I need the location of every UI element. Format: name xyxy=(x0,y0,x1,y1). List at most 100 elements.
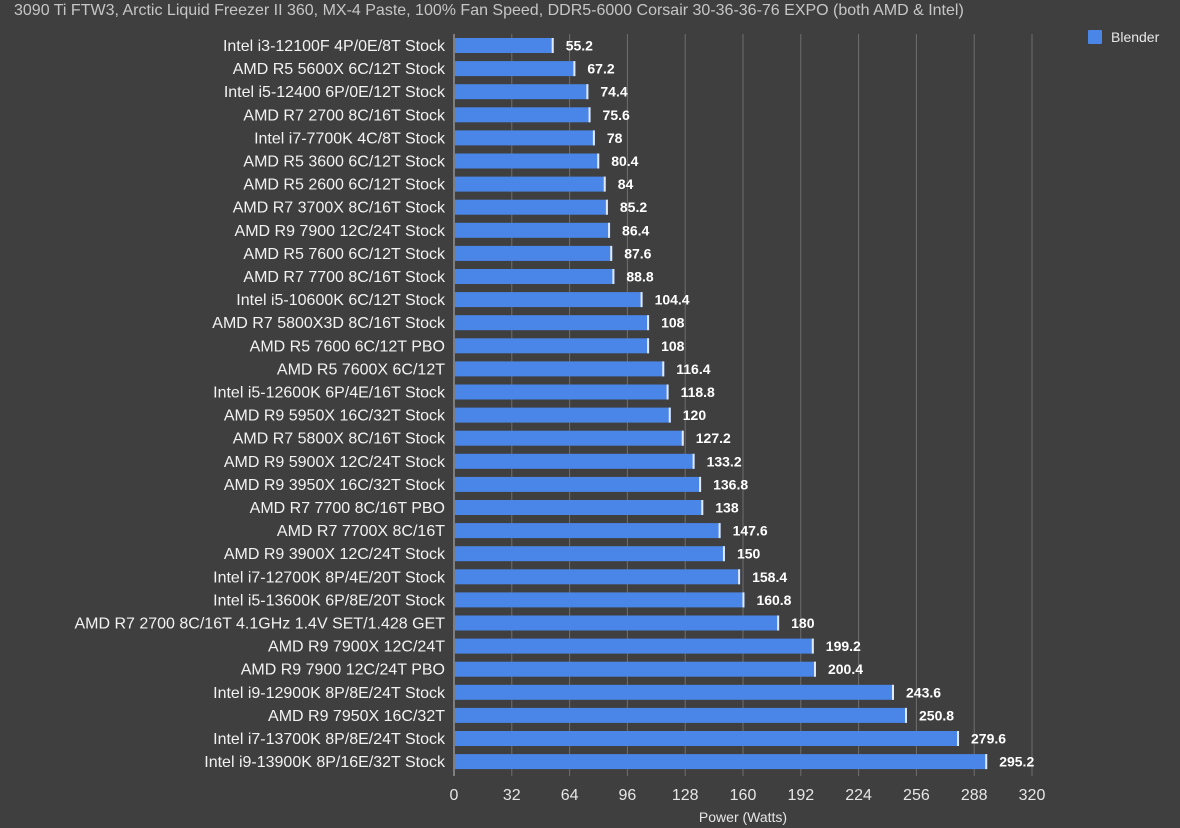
bars xyxy=(455,38,988,770)
value-label: 127.2 xyxy=(696,430,731,446)
category-label: AMD R9 7900X 12C/24T xyxy=(268,639,445,656)
category-label: AMD R7 7700 8C/16T PBO xyxy=(250,500,445,517)
x-axis-title: Power (Watts) xyxy=(699,809,787,825)
x-axis-ticks: 0 32 64 96 128 160 192 224 256 288 320 xyxy=(450,787,1046,804)
category-label: AMD R7 3700X 8C/16T Stock xyxy=(233,200,446,217)
value-label: 160.8 xyxy=(756,592,791,608)
category-label: Intel i5-10600K 6C/12T Stock xyxy=(236,292,446,309)
category-label: Intel i9-13900K 8P/16E/32T Stock xyxy=(204,754,446,771)
bar xyxy=(455,592,745,608)
bar-end-highlight xyxy=(666,384,669,400)
bar xyxy=(455,476,702,492)
bar xyxy=(455,523,721,539)
bar xyxy=(455,407,671,423)
bar-end-highlight xyxy=(692,453,695,469)
x-tick-label: 96 xyxy=(619,787,637,804)
bar xyxy=(455,315,650,331)
x-tick-label: 320 xyxy=(1019,787,1046,804)
x-tick-label: 128 xyxy=(672,787,699,804)
bar-end-highlight xyxy=(699,476,702,492)
category-label: Intel i7-13700K 8P/8E/24T Stock xyxy=(213,731,446,748)
legend-swatch-blender xyxy=(1088,30,1102,44)
bar-end-highlight xyxy=(985,754,988,770)
bar xyxy=(455,500,704,515)
bar-end-highlight xyxy=(597,153,600,169)
x-tick-label: 288 xyxy=(961,787,988,804)
category-label: AMD R9 7900 12C/24T Stock xyxy=(235,223,446,240)
category-label: AMD R5 7600 6C/12T Stock xyxy=(243,246,446,263)
bar-end-highlight xyxy=(811,638,814,654)
category-label: Intel i5-13600K 6P/8E/20T Stock xyxy=(213,592,446,609)
value-label: 116.4 xyxy=(676,361,710,377)
bar xyxy=(455,430,684,446)
bar-end-highlight xyxy=(905,707,908,723)
category-label: AMD R5 3600 6C/12T Stock xyxy=(243,154,446,171)
bar xyxy=(455,130,595,146)
category-label: Intel i9-12900K 8P/8E/24T Stock xyxy=(213,685,446,702)
category-label: AMD R7 2700 8C/16T Stock xyxy=(243,107,446,124)
value-label: 199.2 xyxy=(826,638,861,654)
bar-end-highlight xyxy=(586,84,589,100)
category-labels: Intel i3-12100F 4P/0E/8T Stock AMD R5 560… xyxy=(74,38,446,771)
bar xyxy=(455,199,608,215)
bar-end-highlight xyxy=(603,176,606,192)
bar-end-highlight xyxy=(647,338,650,354)
value-label: 138 xyxy=(715,500,739,516)
value-label: 118.8 xyxy=(681,384,715,400)
category-label: AMD R7 5800X3D 8C/16T Stock xyxy=(212,315,446,332)
bar-end-highlight xyxy=(612,269,615,284)
value-label: 133.2 xyxy=(707,453,742,469)
bar xyxy=(455,384,669,400)
bar-end-highlight xyxy=(647,315,650,331)
value-label: 86.4 xyxy=(622,222,649,238)
bar-end-highlight xyxy=(892,684,895,700)
category-label: AMD R9 3900X 12C/24T Stock xyxy=(224,546,446,563)
bar xyxy=(455,338,650,354)
value-labels: 55.2 67.2 74.4 75.6 78 80.4 84 85.2 86.4 87.6 88.8… xyxy=(566,38,1035,770)
bar-end-highlight xyxy=(662,361,665,377)
bar xyxy=(455,615,780,631)
bar xyxy=(455,361,665,377)
value-label: 108 xyxy=(661,315,685,331)
bar-end-highlight xyxy=(813,661,816,677)
bar-end-highlight xyxy=(742,592,745,608)
bar xyxy=(455,176,606,192)
chart-title: 3090 Ti FTW3, Arctic Liquid Freezer II 3… xyxy=(14,2,964,19)
value-label: 108 xyxy=(661,338,685,354)
value-label: 75.6 xyxy=(603,107,630,123)
bar xyxy=(455,38,554,53)
bar xyxy=(455,546,725,562)
value-label: 200.4 xyxy=(828,661,863,677)
category-label: Intel i3-12100F 4P/0E/8T Stock xyxy=(223,38,446,55)
bar xyxy=(455,61,576,77)
bar-end-highlight xyxy=(573,61,576,77)
value-label: 180 xyxy=(791,615,815,631)
category-label: Intel i5-12400 6P/0E/12T Stock xyxy=(224,84,446,101)
category-label: AMD R7 2700 8C/16T 4.1GHz 1.4V SET/1.428… xyxy=(74,616,445,633)
x-tick-label: 160 xyxy=(730,787,757,804)
bar xyxy=(455,222,611,238)
bar xyxy=(455,84,589,100)
category-label: AMD R9 7950X 16C/32T xyxy=(268,708,445,725)
x-tick-label: 192 xyxy=(787,787,814,804)
bar-end-highlight xyxy=(605,199,608,215)
bar xyxy=(455,731,960,746)
value-label: 80.4 xyxy=(611,153,638,169)
value-label: 150 xyxy=(737,546,761,562)
bar-end-highlight xyxy=(551,38,554,53)
bar-end-highlight xyxy=(701,500,704,515)
value-label: 74.4 xyxy=(600,84,627,100)
value-label: 243.6 xyxy=(906,684,941,700)
bar xyxy=(455,569,741,585)
category-label: Intel i7-7700K 4C/8T Stock xyxy=(254,130,446,147)
bar-end-highlight xyxy=(668,407,671,423)
value-label: 295.2 xyxy=(999,754,1034,770)
category-label: AMD R9 3950X 16C/32T Stock xyxy=(224,477,446,494)
category-label: AMD R5 5600X 6C/12T Stock xyxy=(233,61,446,78)
value-label: 88.8 xyxy=(626,269,653,285)
x-tick-label: 224 xyxy=(845,787,872,804)
category-label: Intel i5-12600K 6P/4E/16T Stock xyxy=(213,385,446,402)
value-label: 120 xyxy=(683,407,707,423)
bar xyxy=(455,245,613,261)
category-label: AMD R5 2600 6C/12T Stock xyxy=(243,177,446,194)
